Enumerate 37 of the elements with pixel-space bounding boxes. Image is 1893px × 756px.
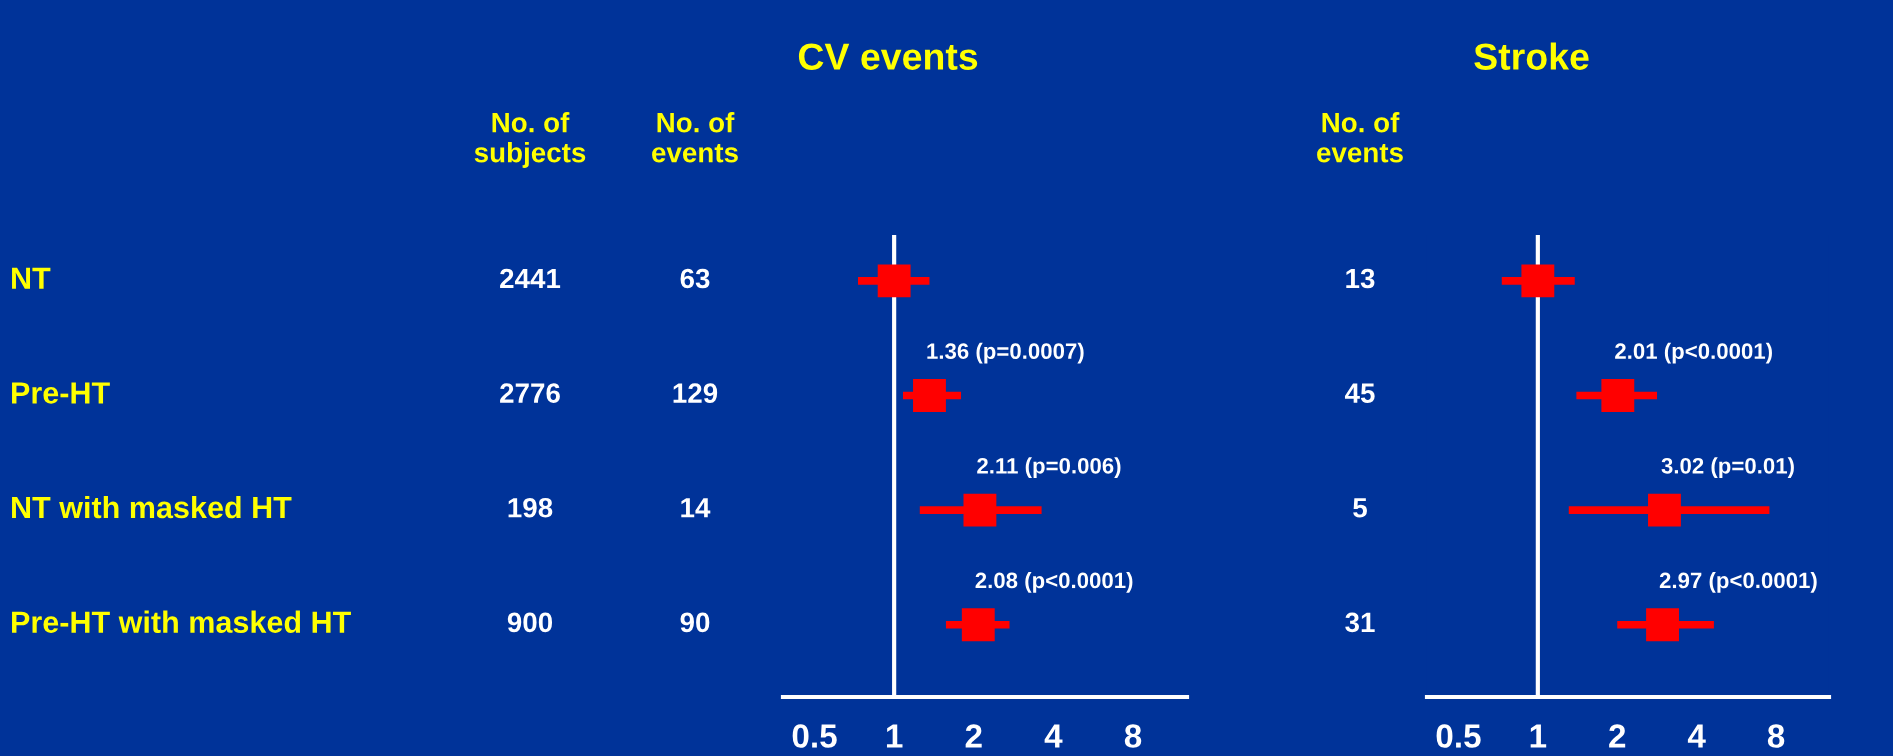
text: 198 (508, 497, 553, 518)
x-tick-label: 0.5 (1436, 724, 1481, 748)
text: 900 (507, 612, 553, 633)
category-label: NT (12, 267, 51, 289)
text: No. of subjects (474, 112, 586, 168)
text: No. of events (652, 112, 738, 163)
data-label: 2.08 (p<0.0001) (975, 571, 1133, 593)
chart-title: CV events (798, 43, 978, 70)
text: 90 (680, 612, 710, 633)
x-tick-label: 1 (886, 724, 903, 748)
x-tick-label: 4 (1044, 724, 1063, 748)
x-tick-label: 2 (965, 724, 982, 748)
text: 14 (681, 498, 711, 518)
x-tick-label: 8 (1767, 724, 1785, 748)
text: 45 (1344, 383, 1375, 403)
text: 31 (1345, 612, 1375, 633)
category-label: Pre-HT (12, 382, 110, 404)
data-label: 2.01 (p<0.0001) (1615, 342, 1772, 364)
x-tick-label: 8 (1124, 724, 1142, 748)
text: 5 (1353, 498, 1367, 518)
x-tick-label: 2 (1609, 724, 1626, 748)
x-tick-label: 0.5 (792, 724, 837, 748)
text: 13 (1346, 268, 1375, 289)
category-label: Pre-HT with masked HT (12, 610, 351, 633)
data-label: 2.11 (p=0.006) (977, 457, 1121, 479)
x-tick-label: 4 (1687, 724, 1706, 748)
text: 63 (680, 268, 710, 289)
data-label: 3.02 (p=0.01) (1661, 457, 1794, 479)
text: No. of events (1317, 112, 1403, 163)
data-label: 2.97 (p<0.0001) (1659, 571, 1817, 593)
category-label: NT with masked HT (12, 495, 292, 519)
text: 2776 (500, 383, 560, 403)
chart-title: Stroke (1474, 42, 1589, 70)
x-tick-label: 1 (1530, 724, 1547, 748)
data-label: 1.36 (p=0.0007) (927, 342, 1084, 364)
text: 129 (673, 383, 718, 403)
text: 2441 (500, 268, 561, 289)
